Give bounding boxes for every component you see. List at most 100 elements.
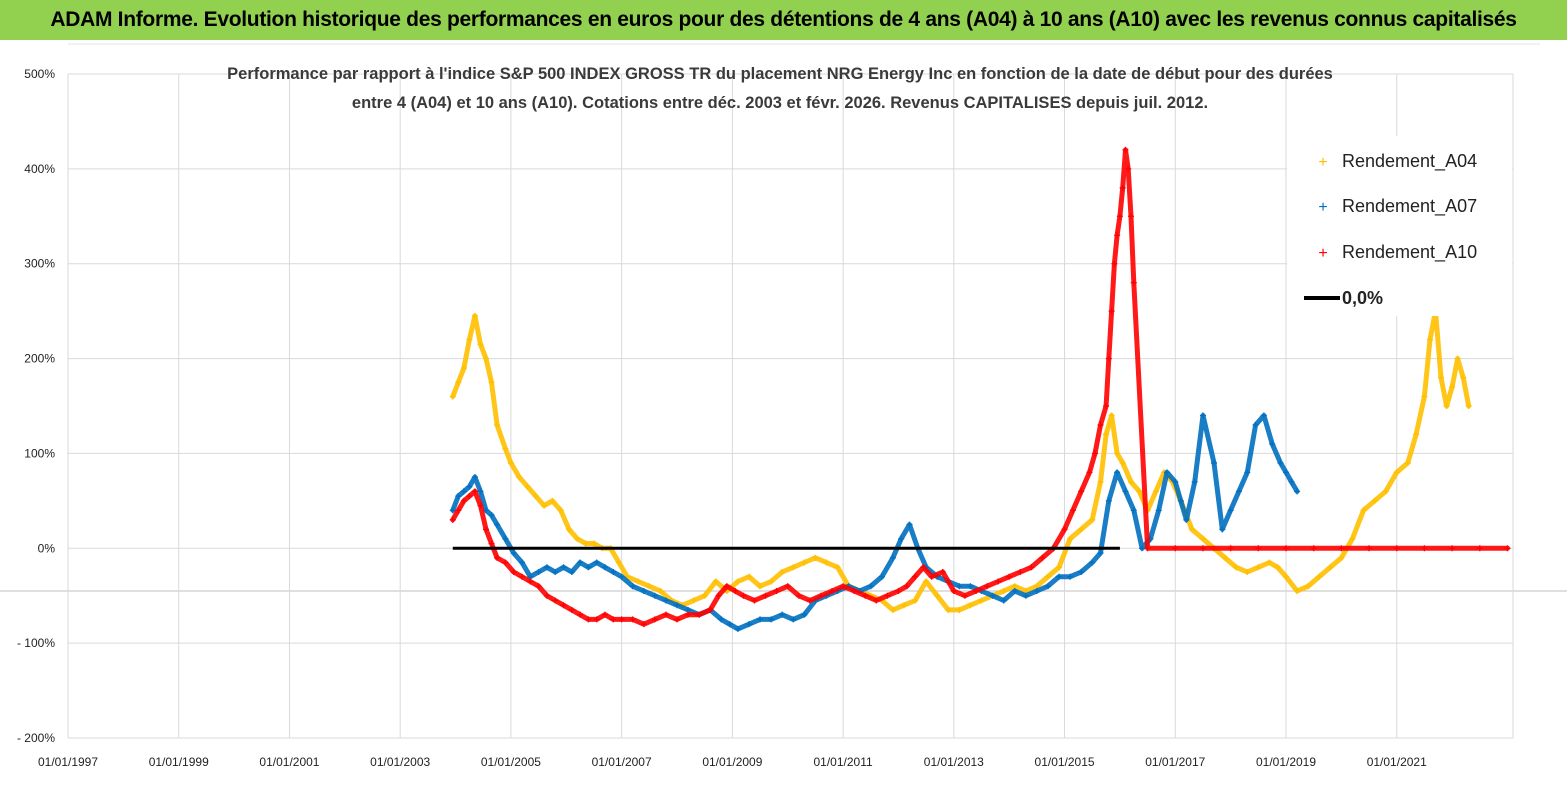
data-point-a04 [757, 583, 764, 590]
data-point-a04 [590, 540, 597, 547]
data-point-a04 [1338, 554, 1345, 561]
data-point-a07 [593, 559, 600, 566]
data-point-a04 [1413, 431, 1420, 438]
data-point-a07 [560, 564, 567, 571]
data-point-a07 [1105, 497, 1112, 504]
x-tick-label: 01/01/2003 [370, 755, 430, 769]
data-point-a07 [466, 483, 473, 490]
gridlines [0, 73, 1567, 739]
data-point-a10 [851, 587, 858, 594]
x-tick-label: 01/01/2007 [592, 755, 652, 769]
y-tick-label: 300% [24, 257, 55, 271]
data-point-a07 [510, 550, 517, 557]
data-point-a07 [718, 616, 725, 623]
x-tick-label: 01/01/2005 [481, 755, 541, 769]
data-point-a07 [602, 564, 609, 571]
legend-background [1287, 136, 1512, 316]
data-point-a04 [1454, 355, 1461, 362]
data-point-a10 [585, 616, 592, 623]
data-point-a04 [1421, 393, 1428, 400]
data-point-a04 [488, 379, 495, 386]
data-point-a10 [732, 587, 739, 594]
data-point-a04 [1349, 535, 1356, 542]
data-point-a10 [1119, 184, 1126, 191]
data-point-a07 [1114, 469, 1121, 476]
legend-label-a10: Rendement_A10 [1342, 242, 1477, 263]
data-point-a04 [1382, 488, 1389, 495]
data-point-a04 [712, 578, 719, 585]
data-point-a04 [956, 606, 963, 613]
data-point-a10 [488, 540, 495, 547]
data-point-a10 [1028, 564, 1035, 571]
y-tick-label: 0% [38, 541, 56, 555]
data-point-a10 [696, 611, 703, 618]
data-point-a10 [972, 587, 979, 594]
y-tick-label: 500% [24, 67, 55, 81]
data-point-a07 [757, 616, 764, 623]
data-point-a04 [657, 587, 664, 594]
data-point-a10 [1103, 403, 1110, 409]
data-point-a07 [1000, 597, 1007, 604]
data-point-a10 [1421, 545, 1428, 552]
data-point-a10 [482, 526, 489, 533]
data-point-a04 [1067, 535, 1074, 542]
data-point-a07 [1283, 469, 1290, 476]
data-point-a10 [552, 597, 559, 604]
y-tick-label: 400% [24, 162, 55, 176]
x-tick-label: 01/01/2017 [1145, 755, 1205, 769]
data-point-a07 [518, 559, 525, 566]
data-point-a04 [1152, 488, 1159, 495]
data-series [449, 146, 1511, 632]
data-point-a07 [1252, 421, 1259, 428]
data-point-a04 [615, 559, 622, 566]
data-point-a07 [1277, 459, 1284, 466]
data-point-a07 [1219, 526, 1226, 533]
data-point-a04 [566, 526, 573, 533]
data-point-a10 [751, 597, 758, 604]
data-point-a10 [1097, 421, 1104, 428]
data-point-a10 [995, 578, 1002, 585]
data-point-a10 [1144, 545, 1151, 552]
data-point-a07 [1172, 478, 1179, 485]
data-point-a07 [878, 573, 885, 580]
data-point-a10 [510, 569, 517, 575]
data-point-a10 [1017, 569, 1024, 575]
data-point-a04 [1438, 374, 1445, 381]
data-point-a04 [889, 606, 896, 613]
data-point-a07 [745, 621, 752, 628]
data-point-a10 [1172, 545, 1179, 552]
legend-marker-a04: + [1318, 154, 1327, 171]
data-point-a04 [449, 393, 456, 400]
data-point-a07 [568, 569, 575, 575]
data-point-a07 [1067, 573, 1074, 580]
data-point-a07 [726, 621, 733, 628]
data-point-a10 [1111, 260, 1118, 267]
data-point-a07 [801, 611, 808, 618]
data-point-a04 [1000, 587, 1007, 594]
data-point-a10 [862, 592, 869, 599]
data-point-a10 [568, 606, 575, 613]
data-point-a04 [582, 540, 589, 547]
data-point-a07 [502, 535, 509, 542]
data-point-a07 [1044, 583, 1051, 590]
data-point-a07 [956, 583, 963, 590]
data-point-a07 [577, 559, 584, 566]
data-point-a04 [1089, 516, 1096, 523]
data-point-a10 [884, 592, 891, 599]
data-point-a10 [494, 554, 501, 561]
data-point-a07 [1177, 497, 1184, 504]
data-point-a04 [745, 573, 752, 580]
data-point-a10 [662, 611, 669, 618]
data-point-a07 [535, 569, 542, 575]
data-point-a07 [1056, 573, 1063, 580]
data-point-a10 [920, 564, 927, 571]
performance-chart: 500% 400% 300% 200% 100% 0% - 100% - 200% 01/01… [0, 43, 1567, 769]
data-point-a07 [1269, 440, 1276, 447]
legend-label-a04: Rendement_A04 [1342, 151, 1477, 172]
data-point-a10 [1127, 213, 1134, 220]
data-point-a10 [1086, 469, 1093, 476]
data-point-a07 [1211, 459, 1218, 466]
data-point-a04 [1044, 573, 1051, 580]
data-point-a10 [527, 578, 534, 585]
data-point-a07 [1033, 587, 1040, 594]
